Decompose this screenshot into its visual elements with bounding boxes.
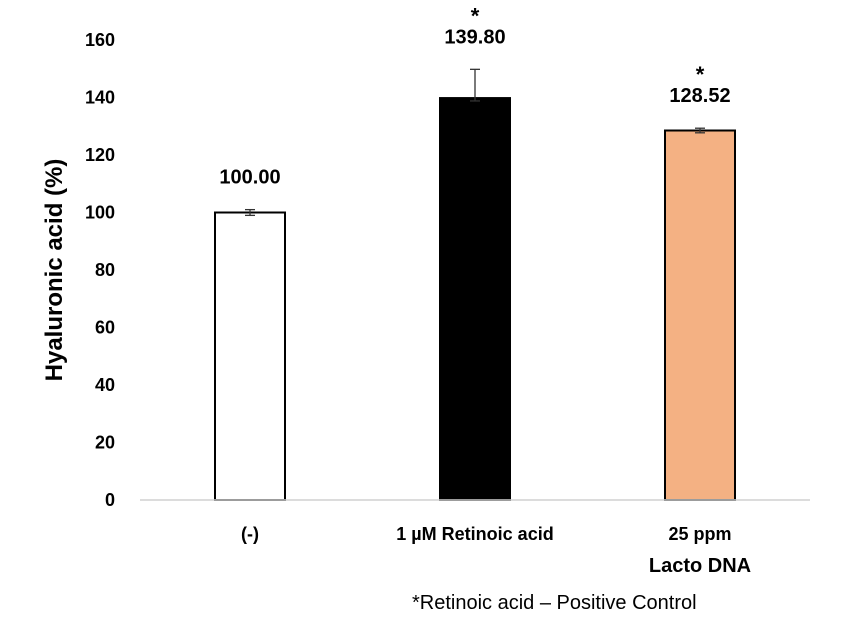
category-labels: (-) 1 µM Retinoic acid 25 ppm Lacto DNA <box>241 524 751 577</box>
y-tick-label: 120 <box>85 145 115 165</box>
data-label: 100.00 <box>219 167 280 189</box>
footnote: *Retinoic acid – Positive Control <box>412 592 697 614</box>
bar <box>439 97 511 501</box>
bar <box>664 129 736 501</box>
y-tick-label: 20 <box>95 433 115 453</box>
significance-marker: * <box>696 62 705 87</box>
y-tick-label: 140 <box>85 88 115 108</box>
data-label: 139.80 <box>444 26 505 48</box>
bar <box>214 211 286 501</box>
x-tick-label: 25 ppm <box>668 524 731 544</box>
data-label: 128.52 <box>669 85 730 107</box>
y-tick-label: 60 <box>95 318 115 338</box>
y-tick-label: 40 <box>95 375 115 395</box>
significance-marker: * <box>471 3 480 28</box>
x-tick-label: (-) <box>241 524 259 544</box>
y-tick-label: 100 <box>85 203 115 223</box>
y-tick-label: 80 <box>95 260 115 280</box>
y-tick-label: 160 <box>85 30 115 50</box>
x-tick-label: 1 µM Retinoic acid <box>396 524 553 544</box>
y-axis-label: Hyaluronic acid (%) <box>41 159 68 382</box>
y-tick-label: 0 <box>105 490 115 510</box>
x-tick-label: Lacto DNA <box>649 555 751 577</box>
y-axis-ticks: 0 20 40 60 80 100 120 140 160 <box>85 30 115 510</box>
